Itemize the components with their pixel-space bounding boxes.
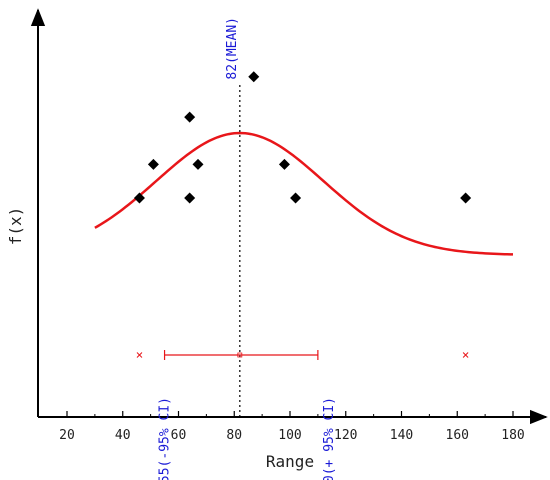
x-tick-label-100: 100 — [278, 428, 301, 443]
x-tick-label-140: 140 — [390, 428, 413, 443]
x-ticks: 20 40 60 80 100 120 140 160 180 — [59, 411, 525, 443]
density-curve — [94, 131, 514, 256]
ci-outlier-marker-1 — [136, 352, 143, 358]
x-tick-label-20: 20 — [59, 428, 75, 443]
x-tick-label-60: 60 — [171, 428, 187, 443]
x-tick-label-120: 120 — [334, 428, 357, 443]
data-points — [133, 71, 472, 204]
data-point-3 — [184, 192, 196, 204]
ci-lower-label: 55(-95% CI) — [158, 397, 173, 480]
data-point-5 — [192, 158, 204, 170]
data-point-9 — [460, 192, 472, 204]
y-axis-title: f(x) — [6, 207, 25, 246]
confidence-interval — [136, 350, 469, 360]
ci-center-marker — [237, 352, 243, 358]
axes — [30, 8, 548, 425]
data-point-8 — [290, 192, 302, 204]
x-tick-label-40: 40 — [115, 428, 131, 443]
mean-label: 82(MEAN) — [225, 17, 240, 80]
ci-upper-label: 110(+ 95% CI) — [322, 397, 337, 480]
data-point-2 — [147, 158, 159, 170]
data-point-4 — [184, 111, 196, 123]
x-tick-label-160: 160 — [446, 428, 469, 443]
data-point-1 — [133, 192, 145, 204]
x-tick-label-80: 80 — [226, 428, 242, 443]
x-tick-label-180: 180 — [501, 428, 524, 443]
x-axis-title: Range — [266, 452, 314, 471]
ci-outlier-markers — [136, 352, 469, 358]
ci-outlier-marker-2 — [462, 352, 469, 358]
data-point-6 — [248, 71, 260, 83]
data-point-7 — [278, 158, 290, 170]
